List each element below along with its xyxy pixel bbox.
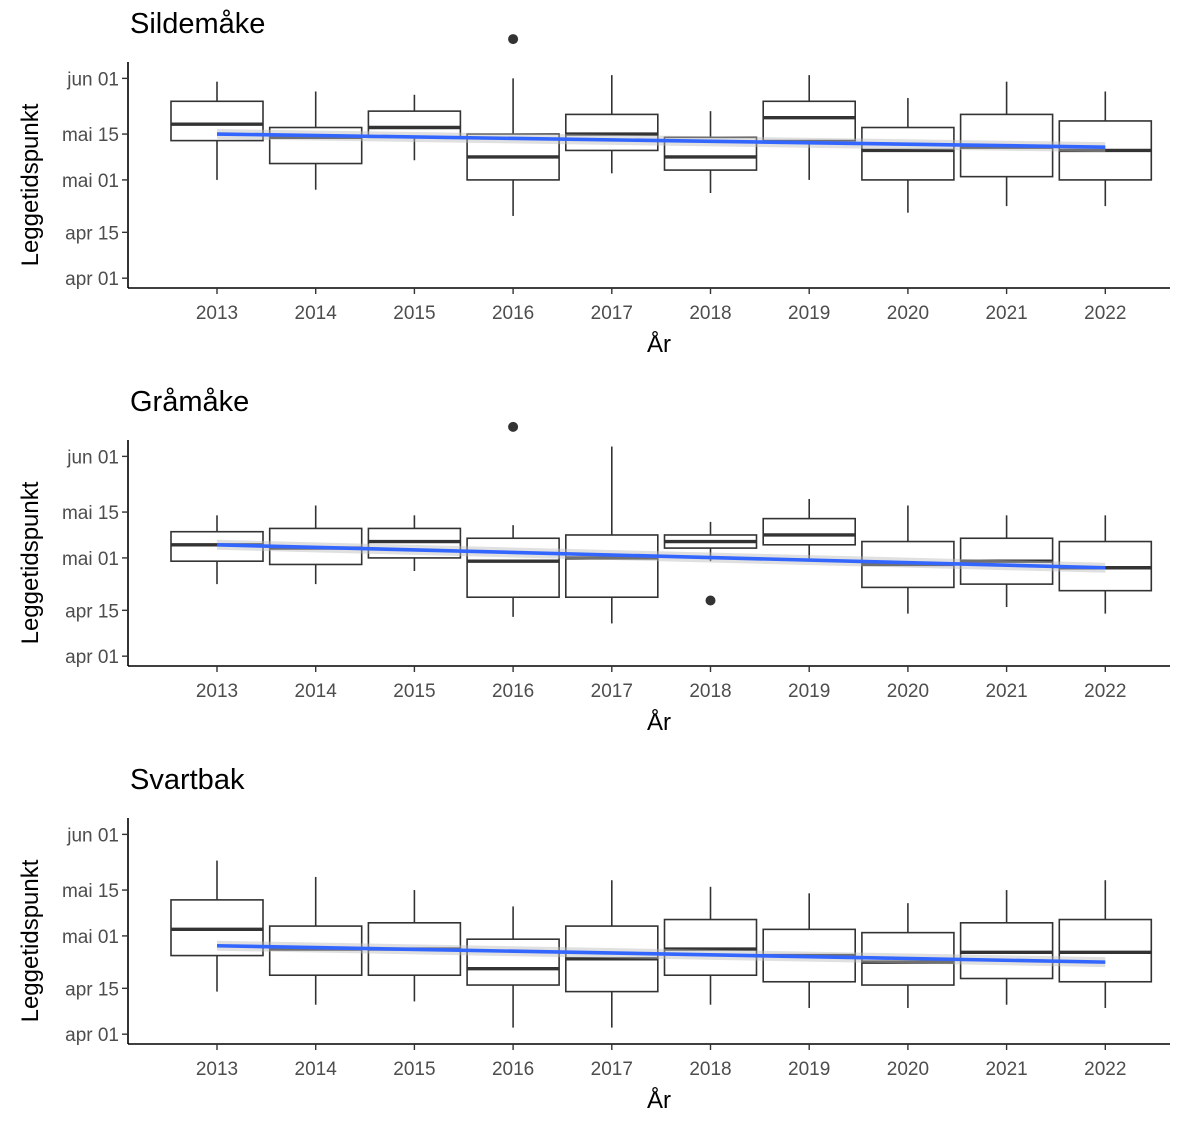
x-tick-label: 2022: [1084, 1059, 1126, 1080]
box: [762, 517, 857, 546]
box: [367, 110, 462, 139]
x-tick-label: 2015: [393, 303, 435, 324]
x-tick-label: 2018: [689, 681, 731, 702]
outlier-point: [508, 421, 519, 432]
x-tick-label: 2021: [985, 681, 1027, 702]
x-tick-label: 2016: [492, 1059, 534, 1080]
x-tick-label: 2022: [1084, 303, 1126, 324]
boxplot-sildemake: apr 01 apr 15 mai 01 mai 15 jun 01 2013 2014 20…: [17, 34, 1170, 358]
x-tick-label: 2013: [196, 681, 238, 702]
x-tick-label: 2017: [591, 681, 633, 702]
x-tick-label: 2018: [689, 303, 731, 324]
x-tick-label: 2013: [196, 303, 238, 324]
x-tick-label: 2014: [295, 1059, 338, 1080]
trend-line: [216, 132, 1106, 149]
chart-panel-1: Sildemåke apr 01 apr 15 mai 01 mai 15 jun 01…: [0, 0, 1182, 372]
outlier-point: [508, 34, 519, 45]
y-tick-label: jun 01: [66, 825, 119, 846]
y-tick-label: apr 15: [65, 223, 119, 244]
x-tick-label: 2021: [985, 1059, 1027, 1080]
x-tick-label: 2014: [295, 303, 338, 324]
y-tick-label: mai 15: [62, 503, 119, 524]
boxplot-gramake: apr 01 apr 15 mai 01 mai 15 jun 01 2013 2014 20…: [17, 421, 1170, 736]
box: [466, 938, 560, 986]
y-axis-title: Leggetidspunkt: [17, 103, 44, 266]
x-tick-label: 2019: [788, 681, 830, 702]
y-tick-label: mai 01: [62, 171, 119, 192]
y-tick-label: apr 01: [65, 647, 119, 668]
y-tick-label: jun 01: [66, 447, 119, 468]
y-axis-title: Leggetidspunkt: [17, 481, 44, 644]
box: [466, 537, 560, 599]
x-tick-label: 2018: [689, 1059, 731, 1080]
x-tick-label: 2022: [1084, 681, 1126, 702]
x-tick-label: 2019: [788, 303, 830, 324]
x-axis-title: År: [647, 708, 671, 736]
box: [861, 126, 955, 181]
boxplot-svartbak: apr 01 apr 15 mai 01 mai 15 jun 01 2013 2014 20…: [17, 818, 1170, 1114]
chart-title: Svartbak: [130, 764, 245, 796]
chart-panel-2: Gråmåke apr 01 apr 15 mai 01 mai 15 jun 01 20…: [0, 378, 1182, 750]
y-tick-label: apr 15: [65, 979, 119, 1000]
x-tick-label: 2020: [887, 1059, 929, 1080]
x-tick-label: 2021: [985, 303, 1027, 324]
y-tick-label: mai 01: [62, 927, 119, 948]
x-tick-label: 2017: [591, 303, 633, 324]
x-tick-label: 2015: [393, 681, 435, 702]
y-tick-label: mai 15: [62, 881, 119, 902]
x-tick-label: 2020: [887, 681, 929, 702]
box: [564, 534, 659, 599]
chart-panel-3: Svartbak apr 01 apr 15 mai 01 mai 15 jun 01 2…: [0, 756, 1182, 1128]
x-tick-label: 2019: [788, 1059, 830, 1080]
y-tick-label: apr 01: [65, 1025, 119, 1046]
x-tick-label: 2020: [887, 303, 929, 324]
x-axis-title: År: [647, 1086, 671, 1114]
x-tick-label: 2015: [393, 1059, 435, 1080]
trend-line: [216, 543, 1106, 570]
y-tick-label: mai 15: [62, 125, 119, 146]
y-axis-title: Leggetidspunkt: [17, 859, 44, 1022]
x-tick-label: 2013: [196, 1059, 238, 1080]
trend-line: [216, 943, 1106, 964]
y-tick-label: apr 15: [65, 601, 119, 622]
outlier-point: [705, 595, 716, 606]
y-tick-label: apr 01: [65, 269, 119, 290]
x-axis-title: År: [647, 330, 671, 358]
y-tick-label: mai 01: [62, 549, 119, 570]
x-tick-label: 2016: [492, 681, 534, 702]
chart-title: Sildemåke: [130, 8, 266, 40]
chart-title: Gråmåke: [130, 386, 250, 418]
x-tick-label: 2014: [295, 681, 338, 702]
x-tick-label: 2016: [492, 303, 534, 324]
x-tick-label: 2017: [591, 1059, 633, 1080]
y-tick-label: jun 01: [66, 69, 119, 90]
box: [762, 100, 857, 142]
